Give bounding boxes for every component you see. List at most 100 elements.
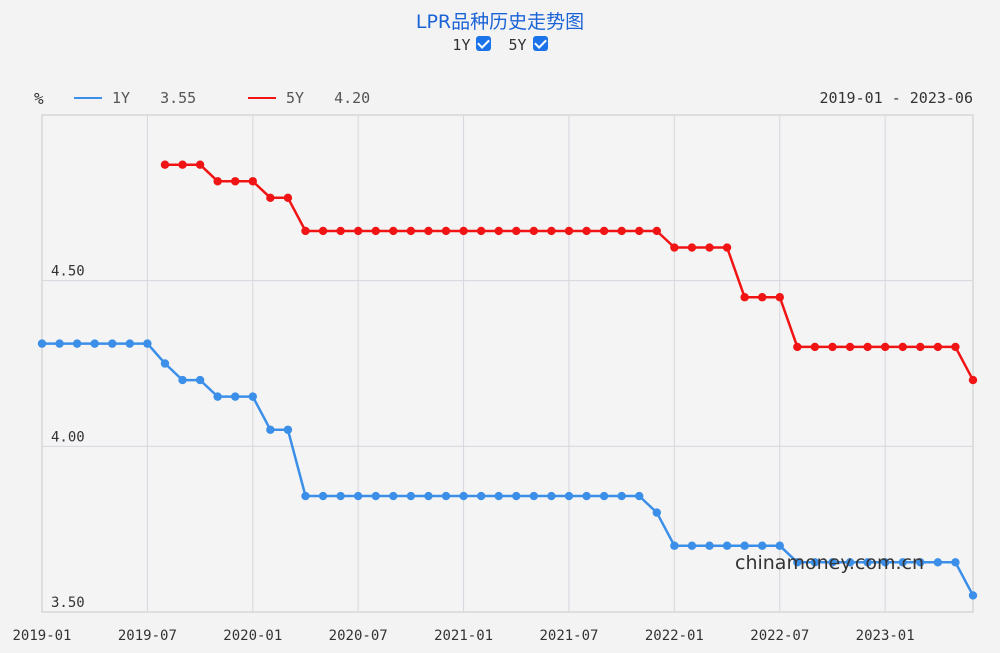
data-point-5y: [828, 342, 837, 352]
data-point-1y: [582, 491, 591, 501]
x-tick-label: 2021-01: [434, 628, 493, 644]
data-point-1y: [916, 558, 925, 567]
legend-5y-swatch: [248, 97, 276, 99]
data-point-5y: [389, 226, 398, 236]
data-point-1y: [283, 425, 293, 434]
data-point-1y: [687, 541, 697, 550]
data-point-5y: [898, 342, 907, 352]
data-point-1y: [617, 491, 626, 501]
data-point-5y: [617, 226, 626, 236]
data-point-1y: [108, 339, 117, 348]
data-point-5y: [529, 226, 539, 236]
date-range: 2019-01 - 2023-06: [819, 89, 973, 107]
checkbox-1y-icon[interactable]: [476, 35, 492, 51]
data-point-1y: [178, 375, 187, 385]
checkbox-5y-icon[interactable]: [532, 35, 548, 51]
data-point-5y: [810, 342, 820, 352]
data-point-1y: [705, 541, 714, 550]
data-point-5y: [758, 293, 767, 302]
data-point-5y: [793, 342, 802, 352]
data-point-1y: [635, 491, 644, 501]
data-point-1y: [951, 558, 960, 567]
legend-5y: 5Y 4.20: [248, 89, 370, 107]
data-point-5y: [740, 293, 749, 302]
toggle-5y-label: 5Y: [508, 36, 527, 54]
data-point-5y: [705, 243, 714, 252]
x-tick-label: 2020-07: [329, 628, 388, 644]
x-tick-label: 2022-01: [645, 628, 704, 644]
data-point-5y: [845, 342, 855, 352]
data-point-1y: [670, 541, 679, 550]
data-point-5y: [670, 243, 679, 252]
data-point-1y: [599, 491, 609, 501]
data-point-1y: [55, 339, 64, 348]
data-point-5y: [951, 342, 960, 352]
data-point-1y: [125, 339, 135, 348]
data-point-5y: [353, 226, 363, 236]
chart-title: LPR品种历史走势图: [415, 11, 585, 33]
data-point-5y: [318, 226, 328, 236]
data-point-5y: [635, 226, 644, 236]
data-point-5y: [441, 226, 451, 236]
data-point-5y: [512, 226, 521, 236]
data-point-5y: [336, 226, 345, 236]
legend-5y-name: 5Y: [286, 89, 305, 107]
data-point-1y: [863, 558, 872, 567]
data-point-5y: [248, 177, 257, 186]
data-point-5y: [494, 226, 503, 236]
data-point-5y: [564, 226, 574, 236]
x-tick-label: 2021-07: [539, 628, 598, 644]
data-point-5y: [687, 243, 697, 252]
data-point-1y: [828, 558, 837, 567]
data-point-1y: [810, 558, 820, 567]
data-point-1y: [880, 558, 890, 567]
data-point-1y: [740, 541, 749, 550]
data-point-1y: [547, 491, 556, 501]
data-point-1y: [371, 491, 380, 501]
data-point-1y: [90, 339, 99, 348]
legend-1y-swatch: [74, 97, 102, 99]
data-point-5y: [775, 293, 784, 302]
toggle-5y[interactable]: 5Y: [508, 35, 548, 54]
data-point-5y: [160, 160, 170, 169]
data-point-5y: [266, 193, 275, 203]
data-point-5y: [371, 226, 380, 236]
data-point-1y: [722, 541, 732, 550]
data-point-1y: [933, 558, 943, 567]
data-point-1y: [758, 541, 767, 550]
data-point-5y: [582, 226, 591, 236]
data-point-5y: [213, 177, 222, 186]
data-point-1y: [160, 359, 170, 368]
x-tick-label: 2023-01: [856, 628, 915, 644]
data-point-1y: [266, 425, 275, 434]
legend-1y: 1Y 3.55: [74, 89, 196, 107]
y-tick-label: 3.50: [51, 595, 85, 611]
data-point-1y: [898, 558, 907, 567]
data-point-1y: [424, 491, 433, 501]
data-point-1y: [389, 491, 398, 501]
data-point-1y: [143, 339, 152, 348]
data-point-1y: [845, 558, 855, 567]
data-point-5y: [195, 160, 205, 169]
data-point-1y: [195, 375, 205, 385]
data-point-5y: [916, 342, 925, 352]
data-point-5y: [547, 226, 556, 236]
legend-5y-value: 4.20: [334, 89, 371, 107]
data-point-5y: [968, 375, 978, 385]
data-point-1y: [72, 339, 82, 348]
data-point-1y: [476, 491, 486, 501]
data-point-5y: [722, 243, 732, 252]
data-point-1y: [775, 541, 784, 550]
legend-1y-name: 1Y: [112, 89, 131, 107]
x-tick-label: 2020-01: [223, 628, 282, 644]
data-point-1y: [231, 392, 240, 401]
data-point-1y: [529, 491, 539, 501]
data-point-5y: [880, 342, 890, 352]
data-point-1y: [336, 491, 345, 501]
data-point-5y: [476, 226, 486, 236]
data-point-1y: [968, 591, 978, 600]
toggle-1y[interactable]: 1Y: [452, 35, 492, 54]
data-point-1y: [441, 491, 451, 501]
data-point-1y: [494, 491, 503, 501]
